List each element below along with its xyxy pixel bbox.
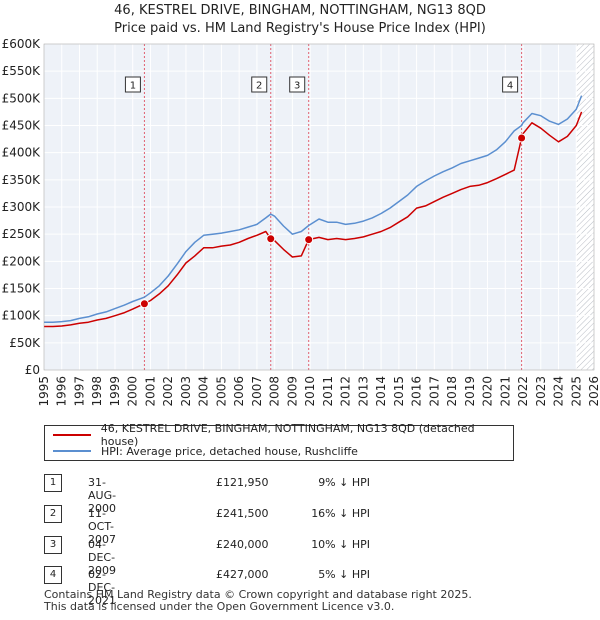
sale-date: 04-DEC-2009 <box>88 538 116 577</box>
sale-price: £121,950 <box>216 476 269 489</box>
x-tick-label: 2014 <box>374 376 388 407</box>
sale-marker-label: 3 <box>294 81 300 92</box>
x-tick-label: 2003 <box>179 376 193 407</box>
legend-label-property: 46, KESTREL DRIVE, BINGHAM, NOTTINGHAM, … <box>100 422 475 448</box>
y-tick-label: £200K <box>2 254 42 268</box>
sale-price: £241,500 <box>216 507 269 520</box>
series-line-hpi <box>44 95 583 323</box>
x-tick-label: 2026 <box>587 376 600 407</box>
x-tick-label: 2002 <box>161 376 175 407</box>
x-tick-label: 2007 <box>250 376 264 407</box>
sale-marker-label: 4 <box>507 81 513 92</box>
sale-marker-box <box>251 76 268 93</box>
sale-price: £240,000 <box>216 538 269 551</box>
y-tick-label: £350K <box>2 173 42 187</box>
legend: 46, KESTREL DRIVE, BINGHAM, NOTTINGHAM, … <box>44 422 514 461</box>
x-tick-label: 2009 <box>285 376 299 407</box>
x-tick-label: 1997 <box>72 376 86 407</box>
plot-frame <box>43 43 595 371</box>
x-tick-label: 1999 <box>108 376 122 407</box>
sale-marker-box <box>289 76 306 93</box>
sale-point <box>304 235 314 245</box>
y-tick-label: £500K <box>2 91 42 105</box>
sale-date: 31-AUG-2000 <box>88 476 117 515</box>
x-tick-label: 1998 <box>90 376 104 407</box>
x-tick-label: 2023 <box>534 376 548 407</box>
chart-title: 46, KESTREL DRIVE, BINGHAM, NOTTINGHAM, … <box>114 3 486 18</box>
x-tick-label: 2017 <box>427 376 441 407</box>
sale-marker-label: 2 <box>256 81 262 92</box>
x-tick-label: 2008 <box>268 376 282 407</box>
y-tick-label: £0 <box>25 363 40 377</box>
footer-licence: This data is licensed under the Open Gov… <box>44 600 395 613</box>
x-tick-label: 2018 <box>445 376 459 407</box>
x-tick-label: 2025 <box>569 376 583 407</box>
sale-hpi-diff: 5% ↓ HPI <box>318 568 370 581</box>
x-tick-label: 2024 <box>552 376 566 407</box>
y-tick-label: £600K <box>2 37 42 51</box>
y-tick-label: £400K <box>2 146 42 160</box>
sale-point <box>139 299 149 309</box>
legend-swatch-property <box>53 434 91 436</box>
sale-point <box>266 234 276 244</box>
sale-marker-box <box>124 76 141 93</box>
sale-marker-label: 1 <box>130 81 136 92</box>
y-tick-label: £100K <box>2 309 42 323</box>
price-chart: £0 £50K £100K £150K £200K £250K £300K £350K £400… <box>2 37 600 407</box>
x-tick-label: 2013 <box>356 376 370 407</box>
y-tick-label: £300K <box>2 200 42 214</box>
sale-hpi-diff: 16% ↓ HPI <box>311 507 370 520</box>
x-tick-label: 2000 <box>126 376 140 407</box>
chart-subtitle: Price paid vs. HM Land Registry's House … <box>114 21 486 36</box>
x-tick-label: 2004 <box>197 376 211 407</box>
y-tick-label: £150K <box>2 282 42 296</box>
sale-number-badge: 2 <box>44 505 62 523</box>
x-tick-label: 2006 <box>232 376 246 407</box>
legend-item-property: 46, KESTREL DRIVE, BINGHAM, NOTTINGHAM, … <box>53 422 513 448</box>
x-tick-label: 2015 <box>392 376 406 407</box>
x-tick-label: 2019 <box>463 376 477 407</box>
sale-number-badge: 1 <box>44 474 62 492</box>
legend-swatch-hpi <box>53 450 91 452</box>
x-tick-label: 2022 <box>516 376 530 407</box>
y-tick-label: £50K <box>9 336 41 350</box>
x-tick-label: 2011 <box>321 376 335 407</box>
sale-point <box>517 133 527 143</box>
sale-marker-box <box>502 76 519 93</box>
footer: Contains HM Land Registry data © Crown c… <box>44 589 472 613</box>
x-tick-label: 2005 <box>214 376 228 407</box>
sale-hpi-diff: 10% ↓ HPI <box>311 538 370 551</box>
legend-item-hpi: HPI: Average price, detached house, Rush… <box>53 443 358 459</box>
x-tick-label: 2010 <box>303 376 317 407</box>
y-tick-label: £250K <box>2 227 42 241</box>
sale-date: 02-DEC-2021 <box>88 568 116 607</box>
x-tick-label: 2016 <box>410 376 424 407</box>
sale-number-badge: 4 <box>44 566 62 584</box>
sale-date: 11-OCT-2007 <box>88 507 116 546</box>
x-tick-label: 1995 <box>37 376 51 407</box>
y-tick-label: £450K <box>2 119 42 133</box>
footer-copyright: Contains HM Land Registry data © Crown c… <box>44 588 472 601</box>
x-tick-label: 2001 <box>143 376 157 407</box>
sale-hpi-diff: 9% ↓ HPI <box>318 476 370 489</box>
x-tick-label: 2012 <box>339 376 353 407</box>
x-tick-label: 2021 <box>498 376 512 407</box>
sale-number-badge: 3 <box>44 536 62 554</box>
x-tick-label: 2020 <box>481 376 495 407</box>
legend-label-hpi: HPI: Average price, detached house, Rush… <box>101 444 358 458</box>
x-tick-label: 1996 <box>55 376 69 407</box>
y-tick-label: £550K <box>2 64 42 78</box>
sale-price: £427,000 <box>216 568 269 581</box>
series-line-property <box>44 111 583 328</box>
